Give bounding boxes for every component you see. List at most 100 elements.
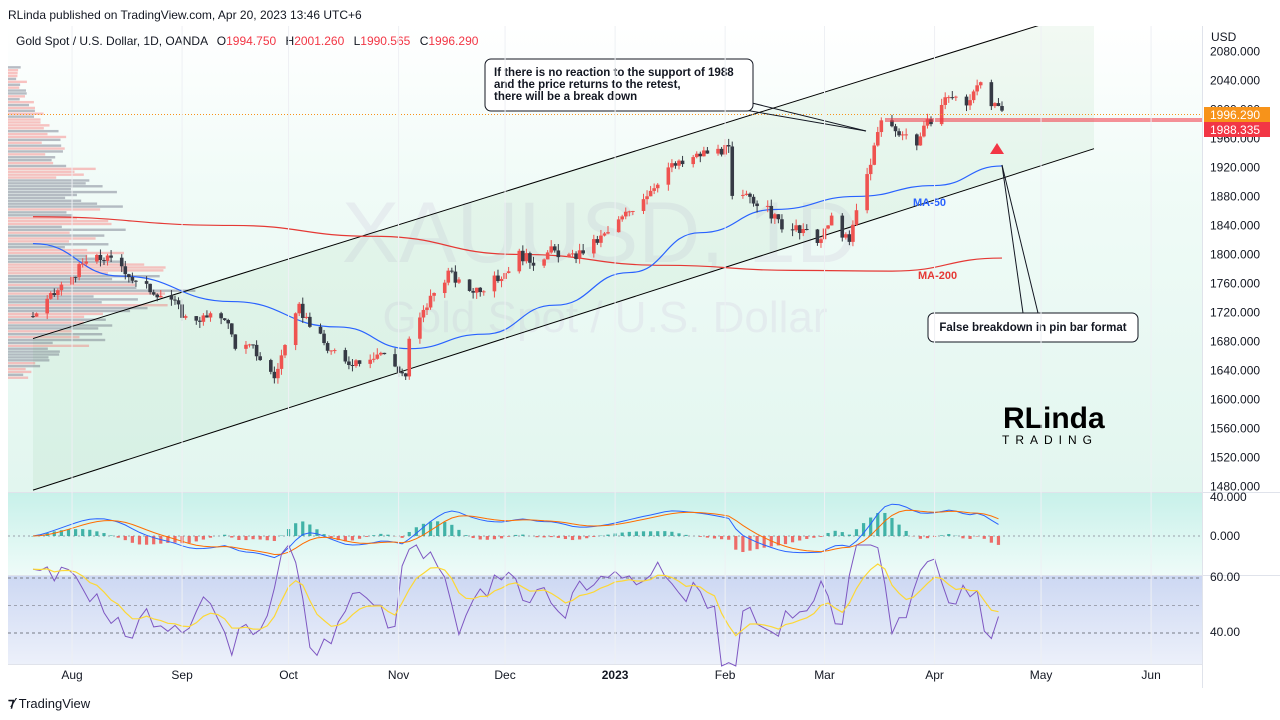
time-scale[interactable]: Aug Sep Oct Nov Dec 2023 Feb Mar Apr May Jun [61,26,1161,682]
candle-body [641,199,646,211]
volume-profile-bar [8,109,35,113]
volume-profile-bar [8,347,48,350]
volume-profile-bar [8,216,77,220]
ma200-line [32,216,1003,272]
volume-profile-bar [8,156,56,159]
candle-body [716,148,720,154]
macd-histogram-bar [492,536,497,540]
close-label: C [420,34,429,48]
symbol-legend[interactable]: Gold Spot / U.S. Dollar, 1D, OANDA O1994… [16,34,479,48]
price-chart[interactable]: XAUUSD, 1D Gold Spot / U.S. Dollar RLind… [0,26,1280,690]
macd-histogram-bar [670,531,674,536]
time-tick-label: May [1030,668,1053,682]
ma50-label: MA-50 [913,197,946,209]
volume-profile-bar [8,234,105,237]
candle-body [975,85,979,92]
candle-body [868,164,873,175]
candle-body [219,313,223,319]
macd-histogram-bar [805,536,809,539]
pin-bar-triangle[interactable] [990,143,1004,154]
candle-body [48,293,53,299]
ma50-line [32,165,1003,350]
time-tick-label: Oct [279,668,298,682]
candle-body [829,215,834,226]
volume-profile-bar [8,173,84,176]
support-price-tag: 1988.335 [1204,122,1270,137]
macd-histogram-bar [137,536,142,545]
macd-histogram-bar [457,529,461,536]
volume-profile-bar [8,196,66,200]
candle-body [308,316,312,327]
macd-histogram-bar [343,536,347,542]
moving-averages [32,165,1003,350]
candle-body [130,277,135,281]
support-zone[interactable] [885,118,1202,122]
rsi-tick: 40.00 [1210,625,1240,639]
candle-body [453,271,458,283]
pinbar-annotation[interactable]: False breakdown in pin bar format [927,312,1139,343]
macd-histogram-bar [201,536,205,540]
candle-body [119,257,124,267]
volume-profile-bar [8,138,61,142]
candle-body [173,299,177,301]
volume-profile-bar [8,367,26,371]
candle-body [517,250,522,272]
macd-tick: 40.000 [1210,490,1247,504]
volume-profile-bar [8,376,29,379]
volume-profile-bar [8,240,70,243]
callout-line-3: there will be a break down [494,91,637,103]
macd-histogram-bar [244,536,248,541]
volume-profile-bar [8,364,41,368]
volume-profile-bar [8,190,117,194]
volume-profile-bar [8,335,80,339]
volume-profile-bar [8,141,42,144]
price-channel[interactable] [32,26,1095,491]
macd-histogram-bar [641,531,646,536]
macd-histogram-bar [130,536,134,543]
candle-body [347,361,351,366]
price-tick-label: 1640.000 [1210,363,1260,377]
macd-histogram-bar [322,534,326,536]
candle-body [496,275,500,282]
volume-profile-bar [8,100,34,104]
candle-body [371,358,376,360]
macd-histogram-bar [357,536,362,539]
volume-profile-bar [8,315,85,319]
price-scale[interactable]: 2080.0002040.0002000.0001960.0001920.000… [1210,44,1260,493]
candle-body [251,344,255,346]
callout-annotation[interactable]: If there is no reaction to the support o… [484,58,754,112]
candle-body [102,260,106,262]
volume-profile-bar [8,324,113,327]
volume-profile-bar [8,115,35,118]
volume-profile-bar [8,263,145,266]
macd-histogram-bar [436,521,440,536]
candle-body [552,246,557,251]
candle-body [620,216,625,220]
macd-histogram-bar [471,536,475,539]
callout-line-2: and the price returns to the retest, [494,79,681,91]
candle-body [183,316,188,318]
candle-body [680,160,685,165]
candle-body [780,219,784,230]
tradingview-footer[interactable]: ⁊⁄ TradingView [8,695,90,711]
macd-histogram-bar [144,536,149,545]
macd-histogram-bar [925,536,930,539]
candle-body [31,316,35,318]
candle-body [350,365,355,367]
macd-histogram-bar [790,536,795,543]
candle-body [98,254,103,261]
macd-histogram-bar [989,536,993,543]
volume-profile-bar [8,147,65,150]
rsi-ma-line [32,563,999,637]
macd-histogram-bar [73,529,78,536]
macd-histogram-bar [876,513,880,536]
candle-body [393,354,397,367]
candle-body [968,100,972,106]
volume-profile-bar [8,127,44,130]
rsi-line [32,544,999,667]
macd-histogram-bar [961,536,965,539]
candle-body [524,253,529,262]
candle-body [666,167,671,185]
volume-profile-bar [8,292,166,295]
candle-body [109,255,113,258]
